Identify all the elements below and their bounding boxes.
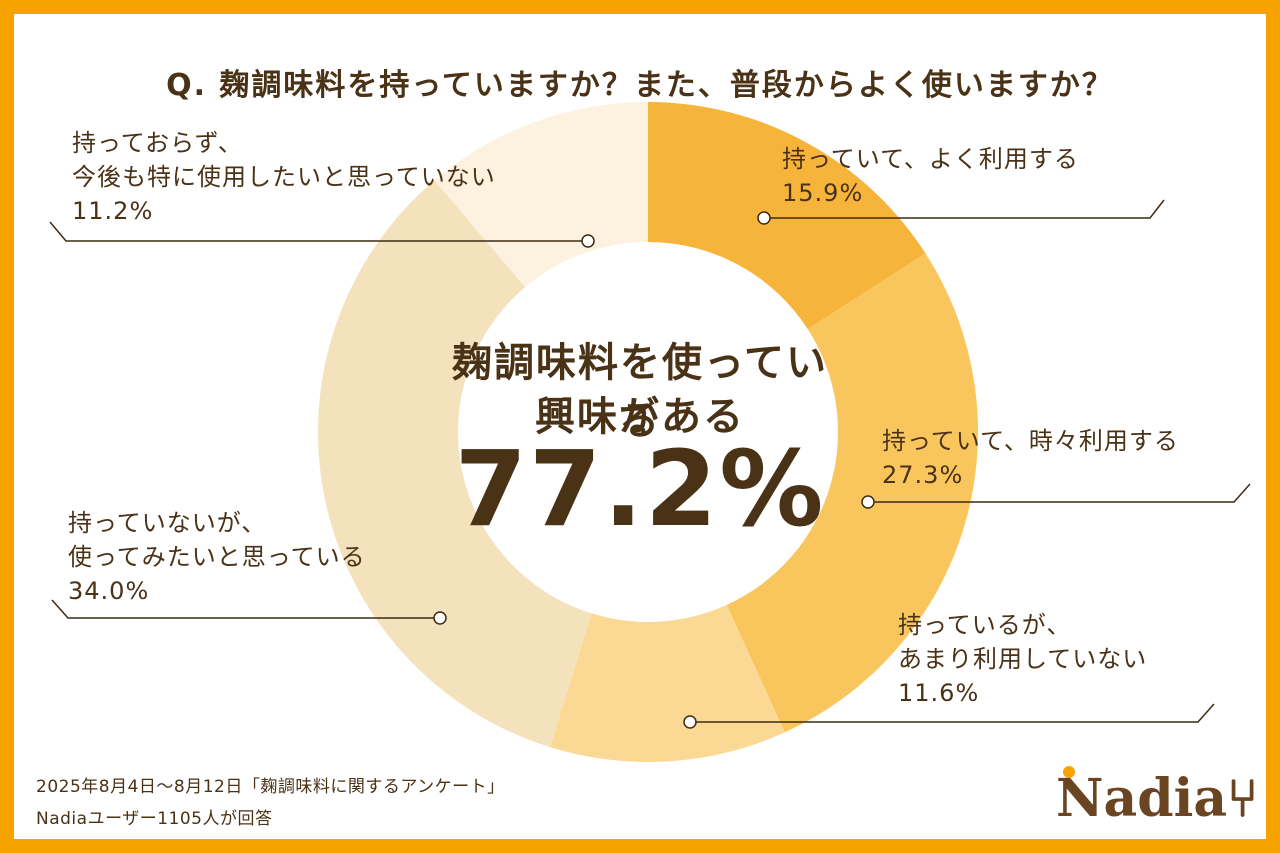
- slice-label-3: 持っていないが、 使ってみたいと思っている 34.0%: [68, 506, 430, 608]
- leader-dot-1: [861, 495, 875, 509]
- survey-info: 2025年8月4日～8月12日「麹調味料に関するアンケート」: [36, 777, 505, 797]
- slice-label-3-line2: 使ってみたいと思っている: [68, 543, 366, 571]
- leader-dot-3: [433, 611, 447, 625]
- slice-label-2-line1: 持っているが、: [898, 611, 1072, 639]
- slice-value-4: 11.2%: [72, 197, 154, 225]
- leader-dot-2: [683, 715, 697, 729]
- slice-label-3-line1: 持っていないが、: [68, 509, 267, 537]
- flower-icon: [1063, 766, 1075, 778]
- slice-label-1-line1: 持っていて、時々利用する: [882, 427, 1179, 455]
- leader-dot-0: [757, 211, 771, 225]
- leader-line-4: [49, 221, 588, 242]
- chart-title: Q. 麹調味料を持っていますか？また、普段からよく使いますか？: [166, 68, 1114, 103]
- respondent-info: Nadiaユーザー1105人が回答: [36, 809, 273, 829]
- leader-line-0: [764, 199, 1165, 219]
- slice-label-2-line2: あまり利用していない: [898, 645, 1148, 673]
- slice-label-0: 持っていて、よく利用する 15.9%: [782, 142, 1140, 210]
- leader-line-2: [690, 703, 1215, 723]
- center-value: 77.2%: [454, 428, 826, 550]
- leader-dot-4: [581, 234, 595, 248]
- slice-value-2: 11.6%: [898, 679, 980, 707]
- slice-value-0: 15.9%: [782, 179, 864, 207]
- slice-label-1: 持っていて、時々利用する 27.3%: [882, 424, 1240, 492]
- slice-label-2: 持っているが、 あまり利用していない 11.6%: [898, 608, 1198, 710]
- leader-line-3: [51, 599, 440, 619]
- fork-knife-icon: ⑂: [1227, 768, 1259, 829]
- donut-slice-3: [317, 180, 592, 748]
- donut-slice-0: [648, 102, 926, 330]
- slice-label-4: 持っておらず、 今後も特に使用したいと思っていない 11.2%: [72, 126, 585, 228]
- center-label-line1: 麹調味料を使っている: [452, 340, 828, 444]
- slice-value-1: 27.3%: [882, 461, 964, 489]
- donut-slice-1: [726, 253, 978, 733]
- nadia-logo: Nadia⑂: [1056, 768, 1258, 829]
- center-label-line2: 興味がある: [535, 394, 745, 440]
- nadia-logo-text: Nadia: [1056, 768, 1228, 829]
- leader-line-1: [868, 483, 1251, 503]
- slice-value-3: 34.0%: [68, 577, 150, 605]
- slice-label-0-line1: 持っていて、よく利用する: [782, 145, 1079, 173]
- slice-label-4-line2: 今後も特に使用したいと思っていない: [72, 163, 496, 191]
- slice-label-4-line1: 持っておらず、: [72, 129, 243, 157]
